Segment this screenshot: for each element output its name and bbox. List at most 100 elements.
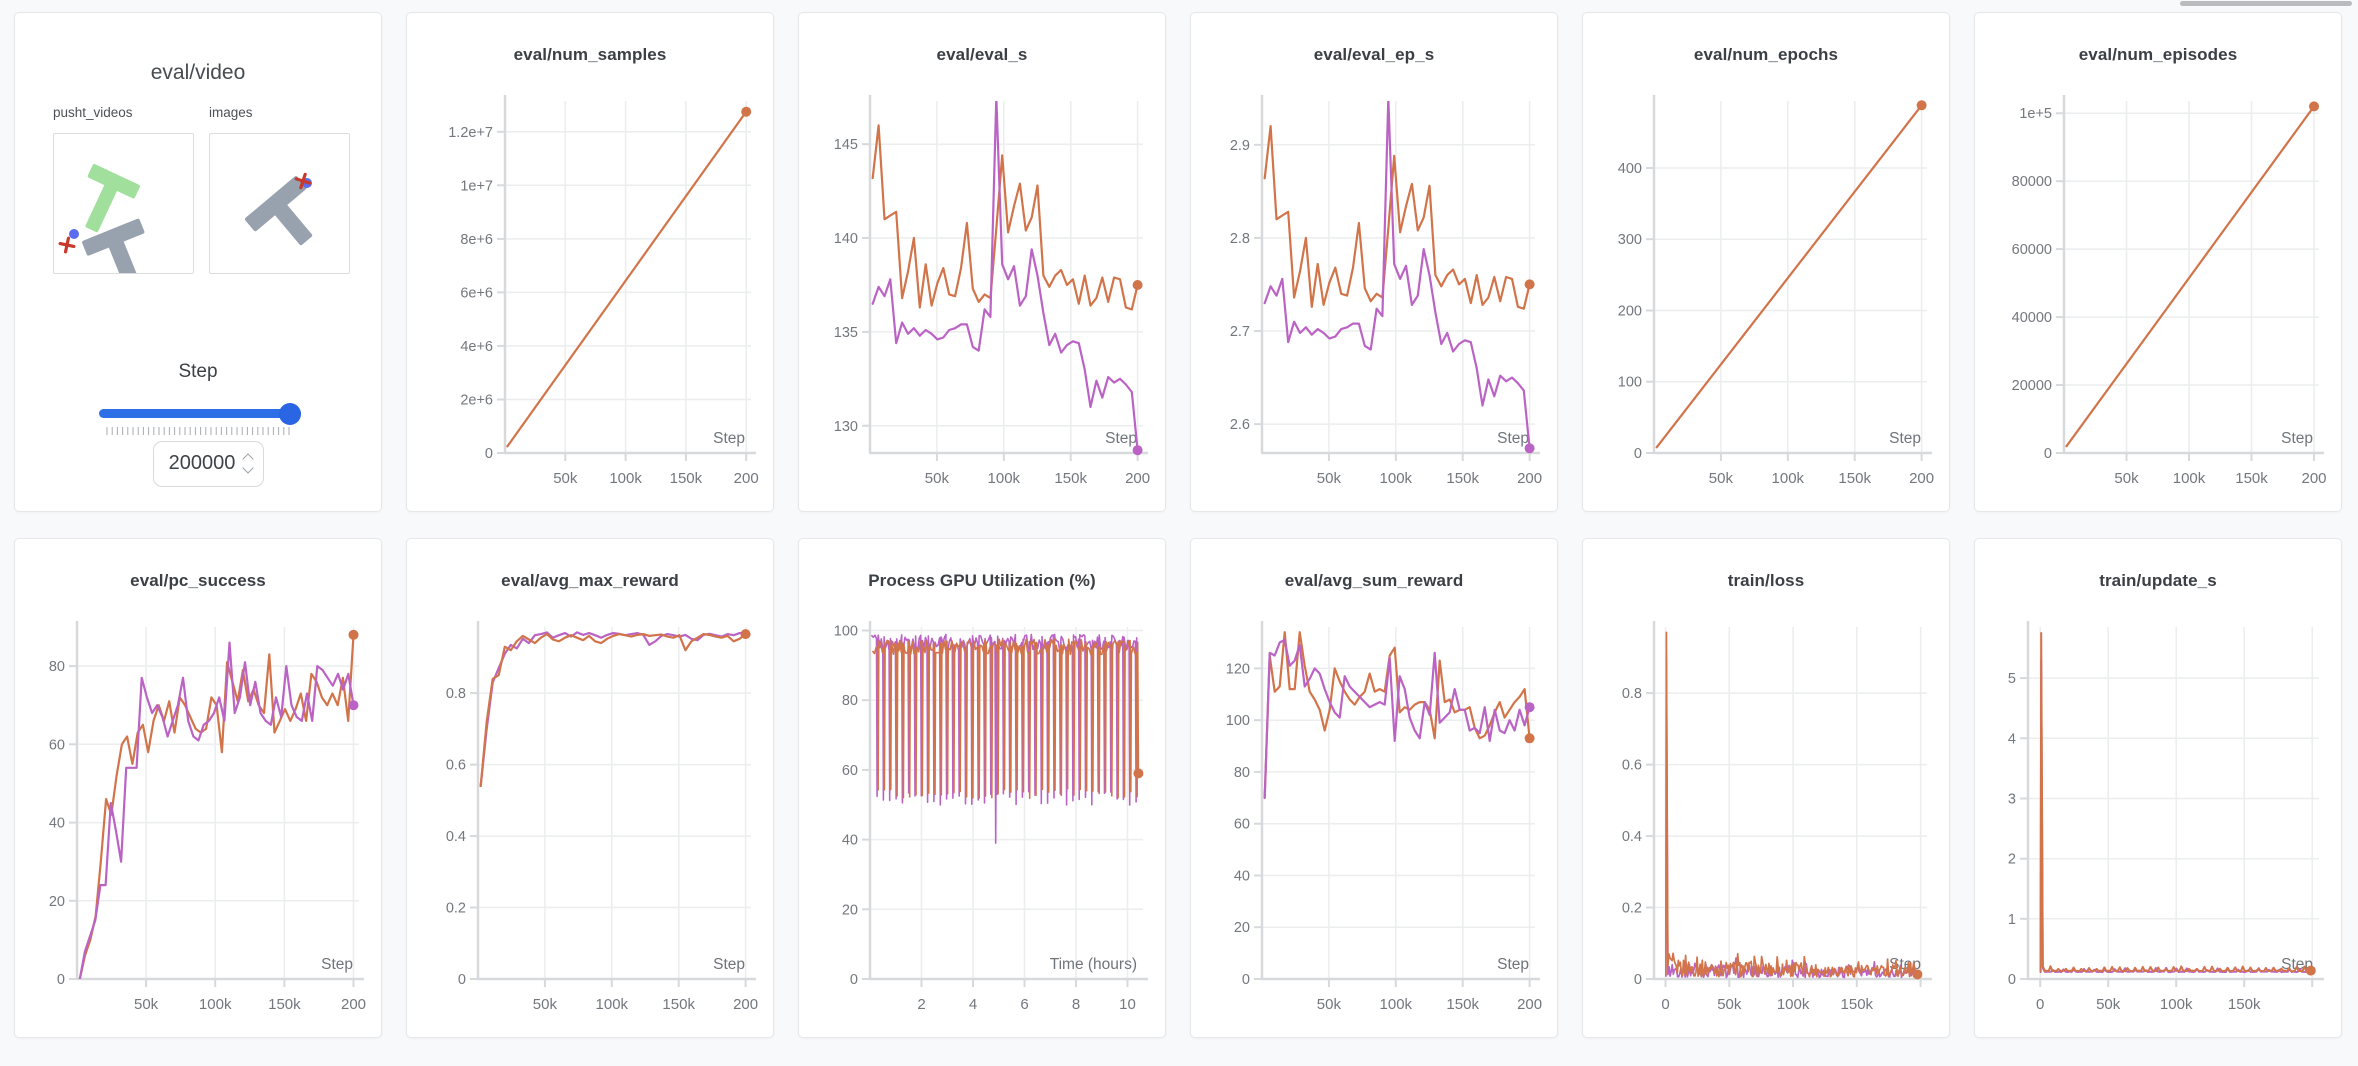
- agent-dot: [69, 229, 79, 239]
- svg-text:120: 120: [1226, 661, 1250, 677]
- chart-line-run-orange: [872, 638, 1140, 800]
- slider-thumb[interactable]: [279, 403, 301, 425]
- end-dot-run-orange: [348, 629, 359, 640]
- svg-text:200: 200: [733, 996, 758, 1013]
- slider-tick-marks: [106, 427, 290, 435]
- svg-text:200: 200: [2301, 470, 2326, 487]
- svg-text:20: 20: [1234, 920, 1250, 936]
- svg-text:40: 40: [49, 816, 65, 832]
- step-value-field[interactable]: [160, 442, 244, 485]
- panel-eval-pc-success: eval/pc_success 0 20 40 60 80 50k 100k 150k 200 S…: [14, 538, 382, 1038]
- svg-text:100k: 100k: [1380, 996, 1413, 1013]
- svg-text:2.6: 2.6: [1230, 417, 1250, 433]
- chart-line-run-orange: [78, 633, 355, 979]
- horizontal-scrollbar[interactable]: [2180, 1, 2352, 6]
- svg-text:50k: 50k: [1709, 470, 1734, 487]
- images-thumbnail[interactable]: [209, 133, 350, 274]
- svg-text:100: 100: [1618, 375, 1642, 391]
- svg-text:Step: Step: [713, 430, 745, 447]
- eval-num-samples-chart[interactable]: 0 2e+6 4e+6 6e+6 8e+6 1e+7 1.2e+7 50k 100k 150k 20…: [407, 73, 774, 512]
- chart-title: eval/eval_ep_s: [1313, 45, 1435, 64]
- svg-text:2e+6: 2e+6: [460, 393, 493, 409]
- svg-text:0: 0: [458, 972, 466, 988]
- svg-text:145: 145: [834, 137, 858, 153]
- panel-eval-num-samples: eval/num_samples 0 2e+6 4e+6 6e+6 8e+6 1e+7 1.…: [406, 12, 774, 512]
- svg-text:150k: 150k: [1446, 470, 1479, 487]
- eval-avg-max-reward-chart[interactable]: 0 0.2 0.4 0.6 0.8 50k 100k 150k 200 Step: [407, 599, 774, 1038]
- chart-title: eval/num_episodes: [2078, 45, 2238, 64]
- svg-text:50k: 50k: [2096, 996, 2121, 1013]
- svg-text:100k: 100k: [609, 470, 642, 487]
- svg-text:200: 200: [1909, 470, 1934, 487]
- svg-text:4: 4: [969, 996, 977, 1013]
- svg-text:8: 8: [1072, 996, 1080, 1013]
- eval-num-epochs-chart[interactable]: 0 100 200 300 400 50k 100k 150k 200 Step: [1583, 73, 1950, 512]
- target-cross-icon: [58, 236, 76, 254]
- step-number-input[interactable]: [153, 441, 264, 487]
- chart-line-run-orange: [871, 124, 1139, 311]
- svg-text:Step: Step: [713, 956, 745, 973]
- svg-text:50k: 50k: [134, 996, 159, 1013]
- eval-avg-sum-reward-chart[interactable]: 0 20 40 60 80 100 120 50k 100k 150k 200 Step: [1191, 599, 1558, 1038]
- svg-text:2.9: 2.9: [1230, 138, 1250, 154]
- chart-line-run-orange: [1263, 124, 1531, 310]
- svg-text:135: 135: [834, 325, 858, 341]
- svg-text:50k: 50k: [553, 470, 578, 487]
- step-slider[interactable]: [99, 403, 301, 425]
- svg-text:150k: 150k: [1054, 470, 1087, 487]
- svg-text:Step: Step: [1497, 956, 1529, 973]
- svg-text:100: 100: [1226, 713, 1250, 729]
- decrement-arrow-icon[interactable]: [242, 462, 254, 474]
- end-dot-run-purple: [1524, 702, 1535, 713]
- chart-line-run-orange: [506, 110, 748, 448]
- slider-track[interactable]: [99, 409, 301, 418]
- svg-text:100: 100: [834, 624, 858, 640]
- svg-text:0.2: 0.2: [1622, 901, 1642, 917]
- eval-num-episodes-chart[interactable]: 0 20000 40000 60000 80000 1e+5 50k 100k 150k 200 S…: [1975, 73, 2342, 512]
- svg-text:50k: 50k: [2114, 470, 2139, 487]
- chart-line-run-purple: [78, 641, 355, 979]
- svg-text:4e+6: 4e+6: [460, 339, 493, 355]
- chart-title: eval/avg_sum_reward: [1284, 571, 1464, 590]
- end-dot-run-orange: [2309, 101, 2319, 112]
- svg-text:200: 200: [1125, 470, 1150, 487]
- svg-text:0.6: 0.6: [1622, 758, 1642, 774]
- pusht-video-thumbnail[interactable]: [53, 133, 194, 283]
- svg-text:Step: Step: [2281, 430, 2313, 447]
- svg-text:100k: 100k: [2160, 996, 2193, 1013]
- svg-text:100k: 100k: [596, 996, 629, 1013]
- svg-text:0: 0: [1661, 996, 1669, 1013]
- svg-text:150k: 150k: [1841, 996, 1874, 1013]
- svg-text:0: 0: [485, 446, 493, 462]
- svg-text:100k: 100k: [1777, 996, 1810, 1013]
- eval-pc-success-chart[interactable]: 0 20 40 60 80 50k 100k 150k 200 Step: [15, 599, 382, 1038]
- eval-eval-ep-s-chart[interactable]: 2.6 2.7 2.8 2.9 50k 100k 150k 200 Step: [1191, 73, 1558, 512]
- chart-title: Process GPU Utilization (%): [868, 571, 1096, 590]
- svg-text:3: 3: [2008, 792, 2016, 808]
- panel-eval-num-episodes: eval/num_episodes 0 20000 40000 60000 80000 1…: [1974, 12, 2342, 512]
- images-frame: [244, 172, 313, 246]
- process-gpu-utilization-chart[interactable]: 0 20 40 60 80 100 2 4 6 8 10 Time (hours): [799, 599, 1166, 1038]
- svg-text:150k: 150k: [662, 996, 695, 1013]
- chart-line-run-orange: [2065, 105, 2316, 448]
- svg-text:100k: 100k: [2173, 470, 2206, 487]
- svg-text:6: 6: [1020, 996, 1028, 1013]
- svg-text:80: 80: [49, 659, 65, 675]
- stepper-arrows[interactable]: [241, 451, 255, 477]
- eval-eval-s-chart[interactable]: 130 135 140 145 50k 100k 150k 200 Step: [799, 73, 1166, 512]
- svg-text:40: 40: [1234, 869, 1250, 885]
- chart-title: eval/pc_success: [130, 571, 266, 590]
- chart-line-run-orange: [1263, 631, 1531, 799]
- svg-text:200: 200: [1517, 996, 1542, 1013]
- svg-text:60: 60: [1234, 817, 1250, 833]
- svg-text:50k: 50k: [1317, 996, 1342, 1013]
- svg-text:0.4: 0.4: [1622, 829, 1642, 845]
- svg-text:200: 200: [1618, 304, 1642, 320]
- svg-text:40000: 40000: [2012, 310, 2052, 326]
- svg-text:Step: Step: [321, 956, 353, 973]
- chart-line-run-purple: [871, 101, 1139, 452]
- svg-text:200: 200: [341, 996, 366, 1013]
- video-panel-title: eval/video: [150, 61, 246, 84]
